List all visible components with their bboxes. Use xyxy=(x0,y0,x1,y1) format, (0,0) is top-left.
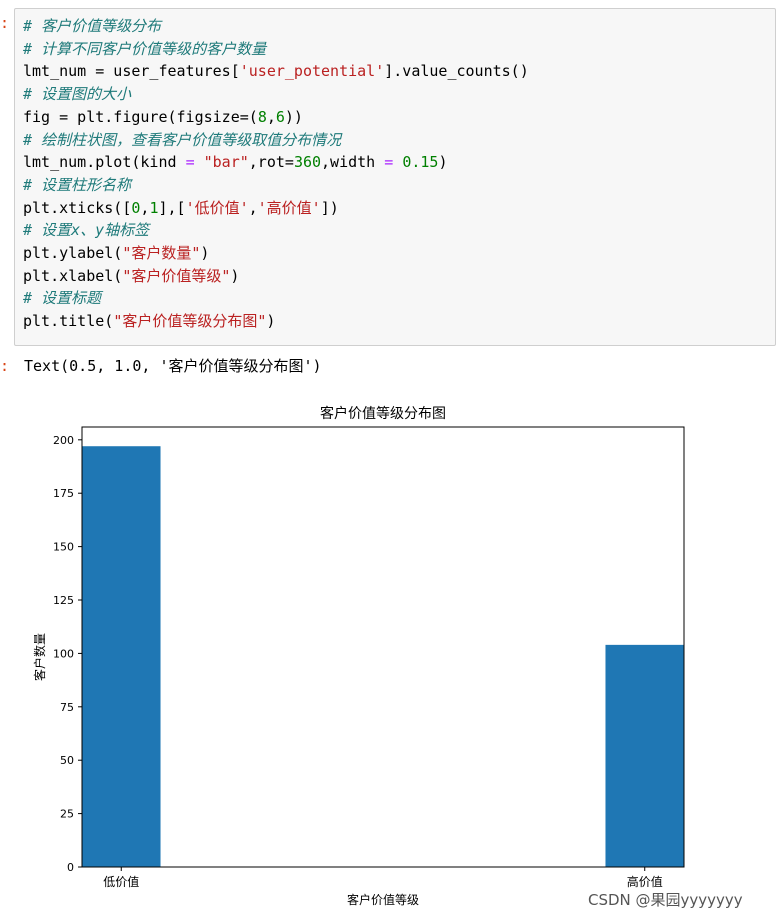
x-tick-label: 低价值 xyxy=(103,874,139,889)
x-tick-label: 高价值 xyxy=(627,874,663,889)
chart-title: 客户价值等级分布图 xyxy=(320,405,446,422)
code-token: lmt_num.plot(kind xyxy=(23,153,186,172)
bar-0 xyxy=(82,446,161,867)
code-token: 1 xyxy=(149,198,159,217)
y-axis-label: 客户数量 xyxy=(32,633,47,681)
code-token: 0.15 xyxy=(402,153,439,172)
code-token: ,width xyxy=(321,153,385,172)
code-token: ].value_counts() xyxy=(384,62,529,81)
code-token: plt.ylabel( xyxy=(23,244,123,262)
code-line: # 设置柱形名称 xyxy=(23,174,131,196)
code-token: 0 xyxy=(131,198,141,217)
y-tick-label: 200 xyxy=(53,434,74,447)
code-line: plt.xlabel("客户价值等级") xyxy=(23,265,239,287)
code-line: fig = plt.figure(figsize=(8,6)) xyxy=(23,106,303,128)
code-token: 8 xyxy=(257,107,267,126)
code-token: # 设置图的大小 xyxy=(23,85,132,104)
code-line: # 客户价值等级分布 xyxy=(23,15,161,37)
code-token: lmt_num = user_features[ xyxy=(23,62,240,81)
x-axis-label: 客户价值等级 xyxy=(347,892,419,907)
code-token: '高价值' xyxy=(257,198,321,217)
code-token: ,rot= xyxy=(248,153,294,172)
code-token: '低价值' xyxy=(185,198,249,217)
code-token: # 设置标题 xyxy=(23,289,102,308)
code-line: # 绘制柱状图，查看客户价值等级取值分布情况 xyxy=(23,129,341,151)
watermark: CSDN @果园yyyyyyy xyxy=(588,891,743,909)
code-token: ) xyxy=(266,312,276,331)
input-prompt: : xyxy=(0,14,10,32)
output-text: Text(0.5, 1.0, '客户价值等级分布图') xyxy=(24,357,322,375)
code-line: lmt_num.plot(kind = "bar",rot=360,width … xyxy=(23,151,447,173)
code-line: plt.xticks([0,1],['低价值','高价值']) xyxy=(23,197,339,219)
code-token: , xyxy=(248,198,258,217)
code-token: plt.title( xyxy=(23,312,114,331)
code-token: plt.xlabel( xyxy=(23,266,123,285)
code-token: plt.xticks([ xyxy=(23,198,132,217)
code-token: 'user_potential' xyxy=(239,62,385,81)
code-cell[interactable]: # 客户价值等级分布 # 计算不同客户价值等级的客户数量 lmt_num = use… xyxy=(14,8,776,346)
code-line: # 设置图的大小 xyxy=(23,83,131,105)
y-tick-label: 25 xyxy=(60,808,74,821)
output-prompt: : xyxy=(0,357,10,375)
code-token: "客户价值等级" xyxy=(122,266,231,285)
code-line: # 设置标题 xyxy=(23,287,101,309)
y-tick-label: 150 xyxy=(53,541,74,554)
y-tick-label: 125 xyxy=(53,594,74,607)
code-token: ],[ xyxy=(158,198,186,217)
code-token: # 设置x、y轴标签 xyxy=(23,221,150,240)
y-tick-label: 75 xyxy=(60,701,74,714)
y-tick-label: 100 xyxy=(53,647,74,660)
code-token: 6 xyxy=(275,107,285,126)
code-token: # 客户价值等级分布 xyxy=(23,17,162,35)
code-token: ) xyxy=(200,244,210,262)
code-token: "bar" xyxy=(203,153,249,172)
y-tick-label: 175 xyxy=(53,487,74,500)
code-token: # 计算不同客户价值等级的客户数量 xyxy=(23,39,267,58)
axes-frame xyxy=(81,426,685,868)
bar-1 xyxy=(605,644,684,867)
code-token: ]) xyxy=(320,198,339,217)
code-token: ) xyxy=(230,266,240,285)
code-token xyxy=(393,153,402,171)
code-token: "客户数量" xyxy=(122,244,201,262)
code-token: fig = plt.figure(figsize=( xyxy=(23,107,258,126)
code-token: )) xyxy=(284,107,303,126)
code-token: , xyxy=(140,198,150,217)
code-token: , xyxy=(266,107,276,126)
code-token xyxy=(195,153,204,171)
code-line: plt.title("客户价值等级分布图") xyxy=(23,310,275,332)
code-token: # 绘制柱状图，查看客户价值等级取值分布情况 xyxy=(23,130,342,149)
code-token: "客户价值等级分布图" xyxy=(113,312,267,331)
code-line: plt.ylabel("客户数量") xyxy=(23,242,209,264)
code-line: # 设置x、y轴标签 xyxy=(23,219,149,241)
bar-chart: 客户价值等级分布图 0 25 50 75 100 125 150 175 200 低价值 高价值客户价… xyxy=(32,405,685,907)
code-token: # 设置柱形名称 xyxy=(23,175,132,194)
code-token: = xyxy=(384,153,394,172)
y-tick-label: 50 xyxy=(60,754,74,767)
code-line: # 计算不同客户价值等级的客户数量 xyxy=(23,38,266,60)
code-token: ) xyxy=(438,153,448,172)
code-line: lmt_num = user_features['user_potential'… xyxy=(23,60,529,82)
y-tick-label: 0 xyxy=(67,861,74,874)
code-token: = xyxy=(185,153,195,172)
code-token: 360 xyxy=(293,153,322,172)
